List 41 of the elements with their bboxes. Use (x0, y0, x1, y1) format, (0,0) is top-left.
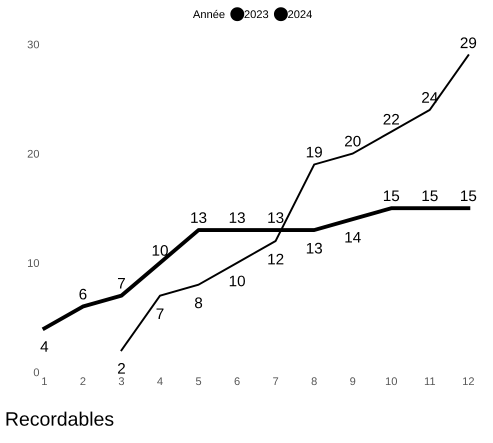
data-label: 13 (230, 212, 245, 224)
data-label: 14 (345, 232, 361, 243)
data-label: 10 (152, 245, 168, 256)
data-label: 7 (156, 308, 164, 320)
y-tick-label: 20 (28, 150, 40, 158)
data-label: 12 (268, 254, 284, 264)
data-label: 19 (306, 146, 322, 158)
y-tick-label: 0 (34, 368, 40, 376)
data-label: 13 (268, 212, 284, 224)
data-label: 6 (79, 288, 86, 300)
data-label: 15 (384, 190, 400, 202)
data-label: 7 (118, 278, 125, 288)
x-tick-label: 7 (273, 377, 278, 386)
data-label: 10 (230, 276, 245, 286)
x-tick-label: 10 (386, 377, 398, 386)
data-label: 8 (194, 297, 202, 308)
data-label: 13 (306, 242, 322, 254)
x-tick-label: 5 (196, 377, 202, 386)
data-label: 29 (460, 37, 476, 48)
legend-label: 2024 (288, 10, 312, 18)
x-tick-label: 1 (42, 377, 47, 386)
data-label: 4 (40, 341, 48, 352)
x-tick-label: 11 (424, 377, 436, 386)
data-label: 2 (118, 362, 125, 374)
data-label: 22 (384, 114, 399, 125)
x-tick-label: 8 (312, 377, 317, 386)
x-tick-label: 2 (80, 377, 86, 386)
data-label: 20 (344, 136, 361, 147)
data-label: 15 (461, 190, 476, 202)
data-label: 15 (422, 190, 438, 202)
x-tick-label: 12 (463, 377, 474, 386)
x-tick-label: 9 (350, 377, 356, 386)
y-tick-label: 30 (28, 40, 40, 48)
x-tick-label: 4 (157, 377, 163, 386)
y-tick-label: 10 (28, 259, 40, 267)
x-tick-label: 6 (234, 377, 240, 386)
legend-title: Année (192, 10, 225, 18)
text: Recordables (6, 412, 114, 426)
legend-label: 2023 (244, 10, 268, 18)
data-label: 13 (191, 212, 206, 224)
x-tick-label: 3 (118, 377, 124, 386)
